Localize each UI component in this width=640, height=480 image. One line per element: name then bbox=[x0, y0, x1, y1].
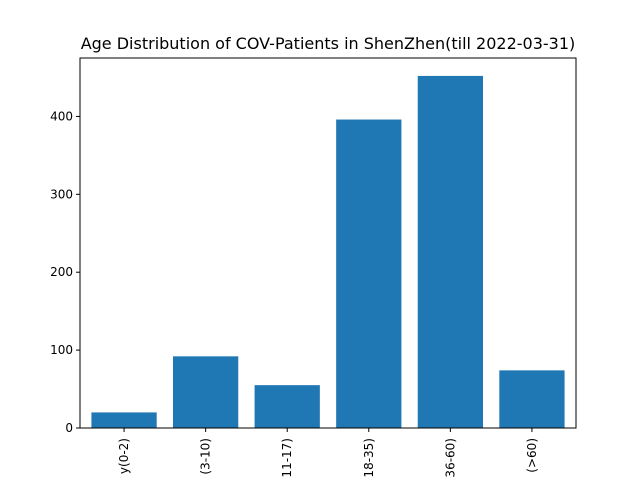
bar-5 bbox=[499, 370, 565, 428]
chart-title: Age Distribution of COV-Patients in Shen… bbox=[81, 34, 576, 53]
bars-group bbox=[91, 75, 565, 429]
y-axis: 0 100 200 300 400 bbox=[50, 109, 80, 435]
bar-0 bbox=[91, 412, 157, 428]
x-tick-label-3: 18-35) bbox=[362, 438, 376, 478]
bar-1 bbox=[173, 356, 239, 428]
y-tick-label-3: 300 bbox=[50, 187, 73, 201]
x-tick-label-5: (>60) bbox=[525, 438, 539, 473]
y-tick-label-2: 200 bbox=[50, 265, 73, 279]
y-tick-label-1: 100 bbox=[50, 343, 73, 357]
x-tick-label-2: 11-17) bbox=[280, 438, 294, 478]
y-tick-label-4: 400 bbox=[50, 109, 73, 123]
y-tick-label-0: 0 bbox=[65, 421, 73, 435]
x-tick-label-0: y(0-2) bbox=[117, 438, 131, 474]
bar-3 bbox=[336, 119, 402, 429]
x-tick-labels: y(0-2) (3-10) 11-17) 18-35) 36-60) (>60) bbox=[117, 428, 539, 478]
plot-frame bbox=[79, 57, 577, 429]
bar-2 bbox=[254, 385, 320, 428]
x-tick-label-4: 36-60) bbox=[443, 438, 457, 478]
x-tick-label-1: (3-10) bbox=[199, 438, 213, 475]
bar-4 bbox=[417, 75, 483, 429]
